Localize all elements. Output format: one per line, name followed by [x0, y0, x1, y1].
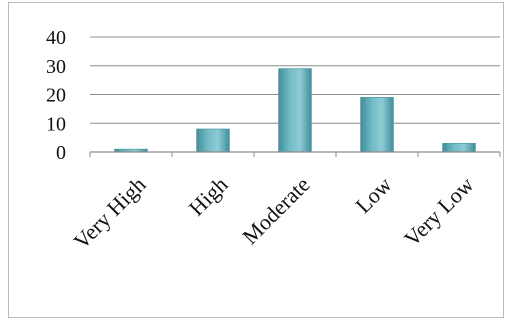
bars [114, 68, 476, 153]
chart-frame [8, 2, 504, 318]
x-category-label: Low [350, 172, 396, 218]
y-tick-label: 40 [46, 27, 66, 49]
x-axis [89, 151, 501, 157]
y-tick-label: 10 [46, 113, 66, 135]
bar [196, 128, 230, 153]
bar [360, 97, 394, 153]
x-category-label: Very High [68, 172, 150, 254]
y-tick-label: 20 [46, 85, 66, 107]
x-category-label: High [184, 172, 233, 221]
x-axis-category-labels: Very High High Moderate Low Very Low [68, 172, 478, 254]
bar [442, 143, 476, 153]
y-tick-label: 30 [46, 56, 66, 78]
bar [278, 68, 312, 153]
y-axis-tick-labels: 0 10 20 30 40 [46, 27, 66, 164]
x-category-label: Moderate [237, 172, 314, 249]
y-tick-label: 0 [56, 142, 66, 164]
x-category-label: Very Low [399, 172, 479, 252]
